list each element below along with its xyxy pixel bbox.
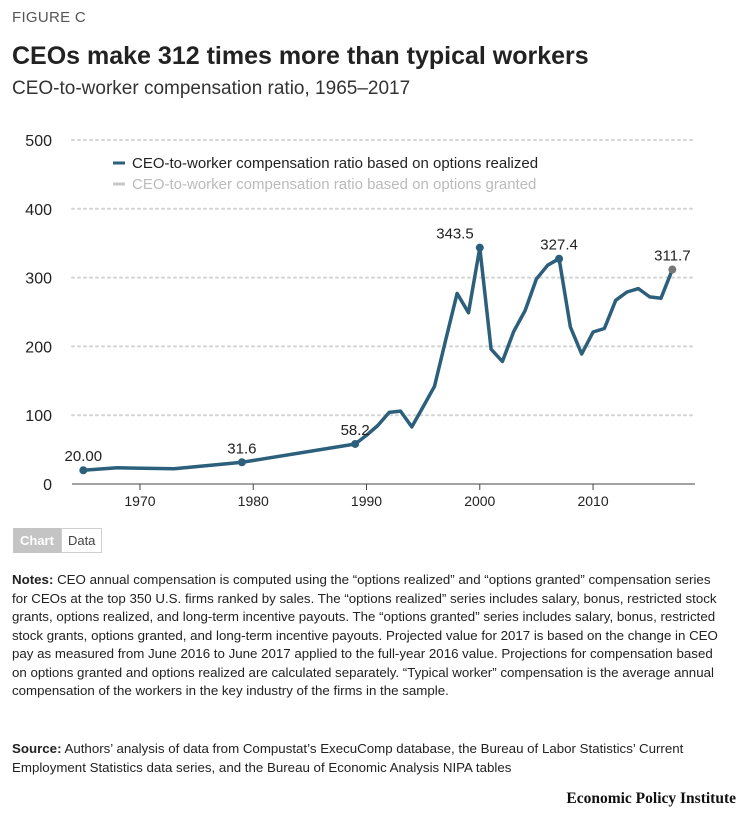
y-tick-label: 500	[25, 133, 52, 150]
series-lines	[81, 245, 675, 472]
x-tick-label: 2010	[577, 493, 608, 509]
notes-text: CEO annual compensation is computed usin…	[12, 572, 718, 698]
tab-chart[interactable]: Chart	[13, 528, 61, 553]
data-label: 327.4	[540, 237, 578, 254]
x-axis: 1970 1980 1990 2000 2010	[72, 483, 695, 509]
chart-title: CEOs make 312 times more than typical wo…	[12, 42, 589, 70]
data-marker	[79, 466, 88, 475]
data-label: 20.00	[65, 448, 103, 465]
tab-data[interactable]: Data	[60, 528, 103, 553]
y-tick-label: 200	[25, 339, 52, 356]
data-label: 343.5	[436, 226, 474, 243]
notes: Notes: CEO annual compensation is comput…	[12, 571, 724, 701]
data-label: 311.7	[654, 248, 690, 265]
data-label: 58.2	[341, 422, 370, 439]
source-text: Authors’ analysis of data from Compustat…	[12, 741, 684, 775]
publisher-logo: Economic Policy Institute	[566, 790, 736, 807]
data-marker	[668, 265, 677, 274]
figure-label: FIGURE C	[12, 9, 87, 26]
y-tick-label: 0	[43, 477, 52, 494]
grid-lines	[71, 139, 696, 417]
line-chart: 0 100 200 300 400 500 1970 1980 1990 2000 2010 CE…	[25, 133, 696, 509]
y-tick-label: 400	[25, 202, 52, 219]
legend-label-granted: CEO-to-worker compensation ratio based o…	[132, 176, 536, 193]
data-marker	[555, 254, 564, 263]
source-label: Source:	[12, 741, 62, 756]
legend-label-realized: CEO-to-worker compensation ratio based o…	[132, 155, 538, 172]
y-axis-ticks: 0 100 200 300 400 500	[25, 133, 52, 494]
data-marker	[237, 458, 246, 467]
data-label: 31.6	[227, 440, 256, 457]
chart-subtitle: CEO-to-worker compensation ratio, 1965–2…	[12, 78, 411, 99]
data-labels: 20.00 31.6 58.2 343.5 327.4 311.7	[65, 226, 691, 475]
source: Source: Authors’ analysis of data from C…	[12, 740, 724, 777]
y-tick-label: 100	[25, 408, 52, 425]
data-marker	[351, 439, 360, 448]
x-tick-label: 2000	[464, 493, 495, 509]
x-tick-label: 1980	[238, 493, 269, 509]
y-tick-label: 300	[25, 271, 52, 288]
view-tabs: Chart Data	[13, 528, 103, 553]
data-marker	[475, 243, 484, 252]
series-line-realized	[81, 245, 675, 472]
x-tick-label: 1990	[351, 493, 382, 509]
notes-label: Notes:	[12, 572, 54, 587]
legend: CEO-to-worker compensation ratio based o…	[113, 155, 538, 193]
x-tick-label: 1970	[124, 493, 155, 509]
